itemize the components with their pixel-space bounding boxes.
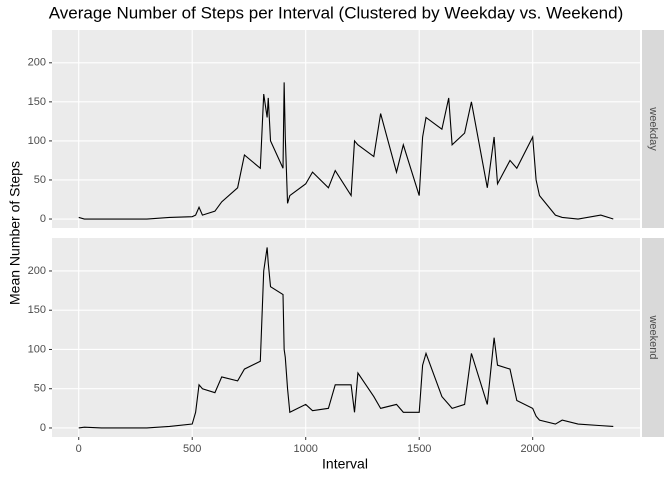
facet-label: weekday [647, 106, 659, 151]
y-tick-label: 200 [28, 265, 46, 277]
y-tick-label: 50 [34, 174, 46, 186]
y-tick-label: 100 [28, 135, 46, 147]
facet-strip [642, 30, 664, 228]
panel-background [52, 238, 640, 437]
y-tick-label: 150 [28, 96, 46, 108]
x-tick-label: 2000 [520, 443, 544, 455]
x-tick-label: 1500 [407, 443, 431, 455]
data-line [78, 247, 614, 429]
y-tick-label: 0 [40, 213, 46, 225]
y-tick-label: 50 [34, 383, 46, 395]
y-axis-title: Mean Number of Steps [7, 161, 23, 305]
facet-strip [642, 238, 664, 437]
data-line [78, 82, 614, 220]
x-tick-label: 500 [183, 443, 201, 455]
chart-title: Average Number of Steps per Interval (Cl… [49, 3, 624, 22]
facet-label: weekend [647, 314, 659, 359]
x-tick-label: 0 [76, 443, 82, 455]
x-tick-label: 1000 [293, 443, 317, 455]
y-tick-label: 200 [28, 57, 46, 69]
y-tick-label: 150 [28, 304, 46, 316]
panel-background [52, 30, 640, 228]
y-tick-label: 0 [40, 422, 46, 434]
x-axis-title: Interval [322, 456, 368, 472]
y-tick-label: 100 [28, 343, 46, 355]
